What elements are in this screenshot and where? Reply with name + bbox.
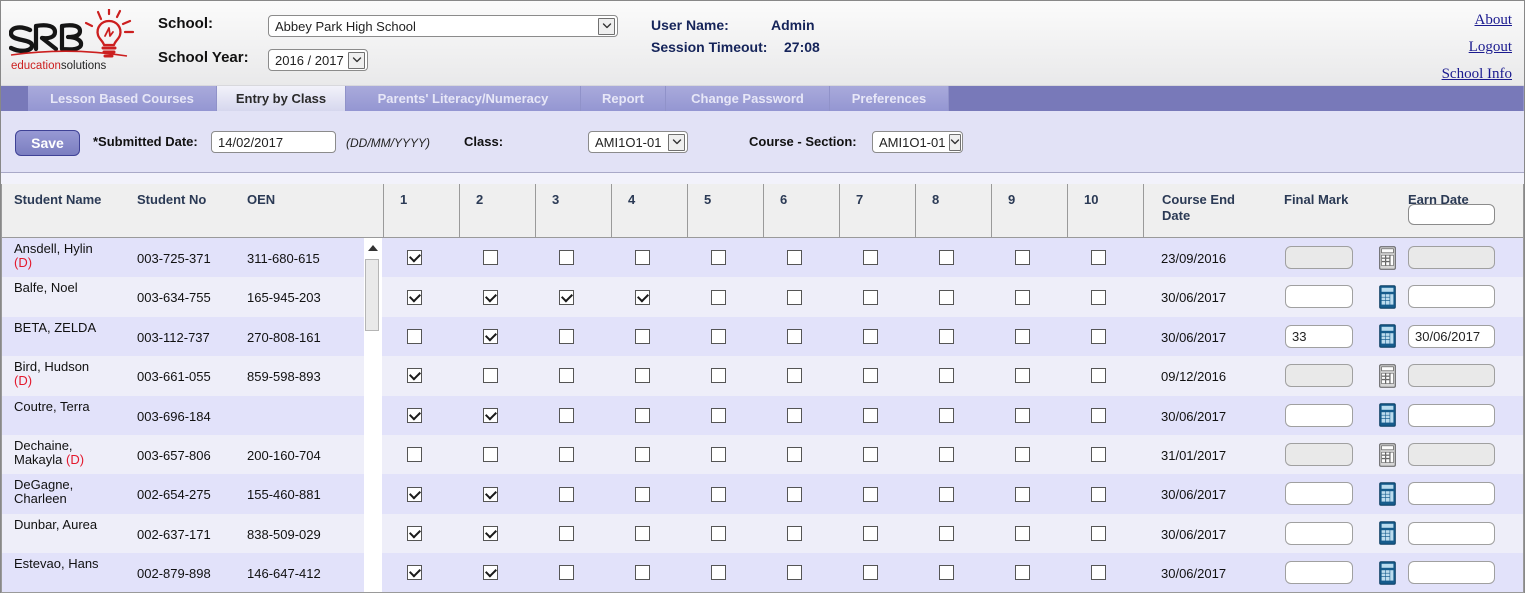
svg-text:educationsolutions: educationsolutions <box>11 60 107 72</box>
